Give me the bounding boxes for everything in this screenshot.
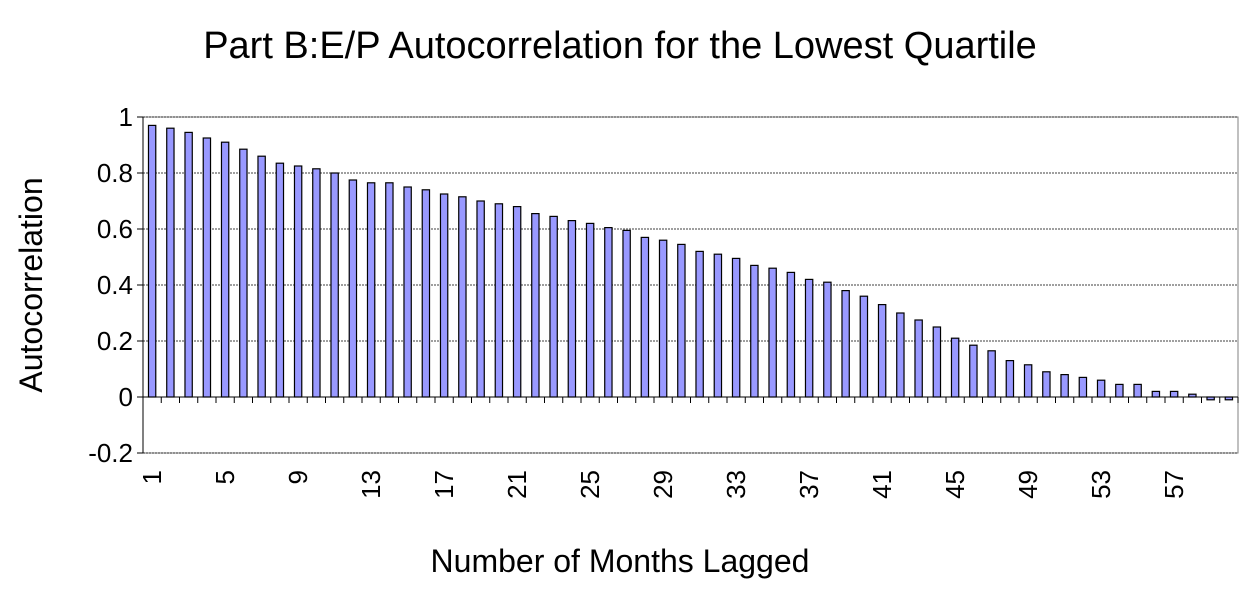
bar bbox=[1023, 364, 1033, 398]
bar bbox=[640, 236, 650, 398]
bar bbox=[439, 193, 449, 398]
x-tick-label: 33 bbox=[721, 470, 751, 499]
x-tick-label: 17 bbox=[429, 470, 459, 499]
bar bbox=[458, 196, 467, 398]
y-tick-label: 0.8 bbox=[97, 158, 133, 188]
x-tick-label: 41 bbox=[867, 470, 897, 499]
x-tick-label: 49 bbox=[1013, 470, 1043, 499]
x-tick-label: 37 bbox=[794, 470, 824, 499]
bar bbox=[476, 200, 485, 398]
bar bbox=[293, 165, 303, 398]
bar bbox=[786, 271, 796, 398]
bar bbox=[385, 182, 394, 398]
bar bbox=[257, 155, 266, 398]
bar bbox=[366, 182, 376, 398]
bar bbox=[1060, 374, 1069, 398]
bar bbox=[731, 257, 741, 398]
bar bbox=[202, 137, 212, 398]
bar bbox=[220, 141, 230, 398]
y-tick-label: 0 bbox=[119, 382, 133, 412]
bar bbox=[1151, 390, 1161, 398]
bar bbox=[768, 267, 777, 398]
bar bbox=[969, 344, 978, 398]
bar bbox=[585, 222, 595, 398]
x-tick-label: 21 bbox=[502, 470, 532, 499]
bar bbox=[312, 168, 321, 398]
x-tick-label: 1 bbox=[137, 470, 167, 484]
x-tick-label: 13 bbox=[356, 470, 386, 499]
x-tick-label: 5 bbox=[210, 470, 240, 484]
bar bbox=[348, 179, 358, 398]
bar bbox=[622, 229, 631, 398]
chart-title: Part B:E/P Autocorrelation for the Lowes… bbox=[203, 25, 1037, 67]
bar bbox=[914, 319, 923, 398]
bar bbox=[1042, 371, 1051, 398]
bar bbox=[494, 203, 504, 398]
bar bbox=[1169, 390, 1179, 398]
bar bbox=[239, 148, 248, 398]
bar bbox=[531, 213, 540, 398]
bar bbox=[567, 220, 577, 398]
x-tick-label: 45 bbox=[940, 470, 970, 499]
bar bbox=[604, 227, 613, 398]
bar bbox=[512, 206, 522, 398]
bar bbox=[823, 281, 832, 398]
bar bbox=[147, 124, 157, 398]
x-tick-label: 25 bbox=[575, 470, 605, 499]
bar bbox=[421, 189, 431, 398]
bar bbox=[750, 264, 759, 398]
bar bbox=[1005, 360, 1015, 398]
x-axis-title: Number of Months Lagged bbox=[431, 543, 810, 579]
bar bbox=[549, 215, 558, 398]
x-tick-label: 53 bbox=[1086, 470, 1116, 499]
bar bbox=[841, 290, 850, 398]
bar bbox=[166, 127, 175, 398]
bar bbox=[1133, 383, 1142, 398]
y-tick-label: -0.2 bbox=[88, 438, 133, 468]
bar bbox=[275, 162, 285, 398]
bar bbox=[1096, 379, 1106, 398]
bar bbox=[695, 250, 704, 398]
bar bbox=[184, 131, 193, 398]
y-tick-label: 0.2 bbox=[97, 326, 133, 356]
y-tick-label: 0.6 bbox=[97, 214, 133, 244]
bar bbox=[950, 337, 960, 398]
bar bbox=[1115, 383, 1124, 398]
bar bbox=[677, 243, 686, 398]
bar bbox=[1078, 376, 1088, 398]
bar bbox=[877, 304, 887, 398]
x-tick-label: 9 bbox=[283, 470, 313, 484]
y-axis-title: Autocorrelation bbox=[13, 177, 49, 392]
bar bbox=[330, 172, 339, 398]
y-tick-label: 1 bbox=[119, 102, 133, 132]
bar bbox=[713, 253, 723, 398]
bar bbox=[403, 186, 412, 398]
bar bbox=[658, 239, 668, 398]
x-tick-label: 29 bbox=[648, 470, 678, 499]
bar bbox=[859, 295, 869, 398]
x-tick-label: 57 bbox=[1159, 470, 1189, 499]
bar bbox=[932, 326, 942, 398]
bar bbox=[896, 312, 905, 398]
y-tick-label: 0.4 bbox=[97, 270, 133, 300]
bar bbox=[987, 350, 996, 398]
bar bbox=[804, 278, 814, 398]
